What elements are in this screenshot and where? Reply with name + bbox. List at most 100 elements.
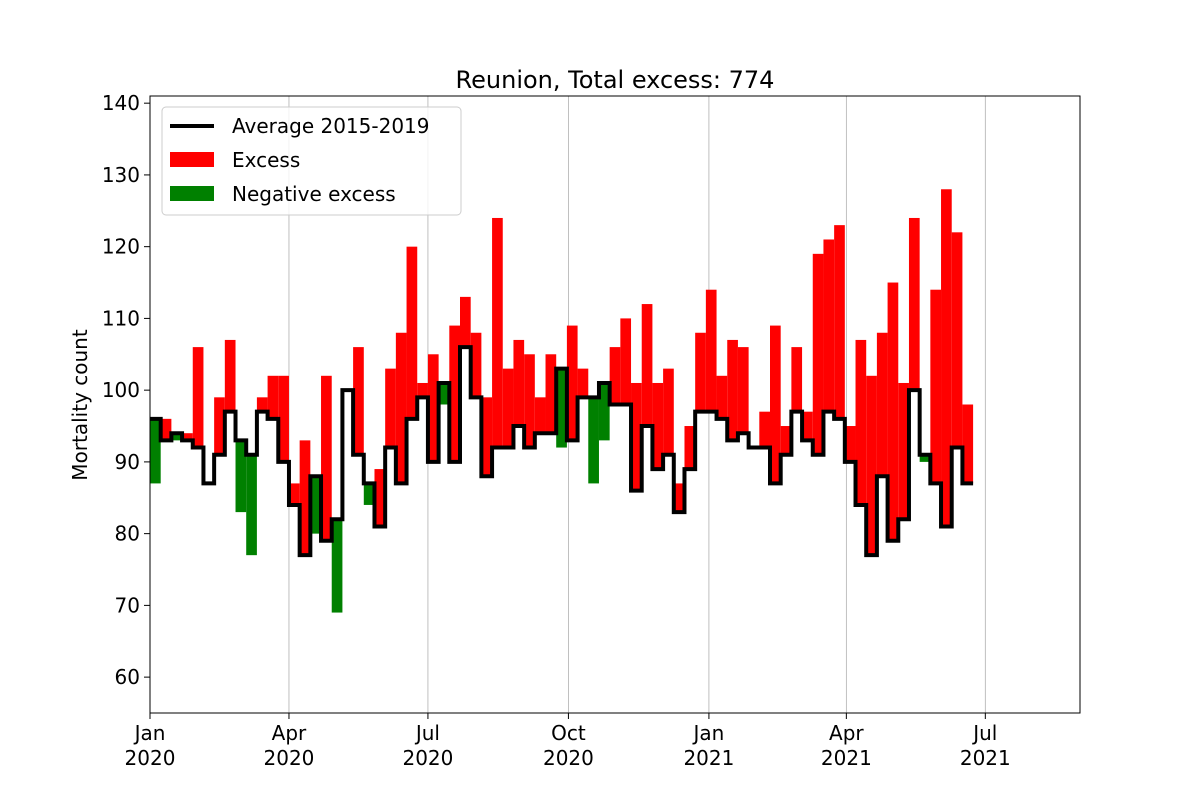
excess-bar [962, 404, 974, 484]
excess-bar [481, 397, 493, 477]
excess-bar [844, 426, 856, 462]
excess-bar [566, 325, 578, 441]
excess-bar [385, 368, 396, 448]
negative-excess-bar [331, 519, 343, 613]
excess-bar [780, 426, 792, 455]
negative-excess-bar [919, 454, 931, 462]
excess-bar [695, 332, 706, 412]
excess-bar [577, 368, 589, 398]
x-tick-label-year: 2020 [125, 746, 176, 770]
excess-bar [684, 426, 696, 470]
excess-bar [545, 354, 557, 434]
excess-bar [513, 339, 525, 427]
excess-bar [288, 483, 300, 505]
excess-bar [192, 347, 204, 448]
plot-frame [149, 95, 1081, 714]
y-tick-label: 140 [102, 91, 140, 115]
excess-bar [663, 368, 674, 455]
excess-bar [908, 217, 920, 391]
negative-excess-bar [171, 433, 183, 441]
excess-bar [887, 282, 899, 541]
excess-bar [406, 246, 418, 419]
excess-bar [951, 232, 963, 448]
excess-bar [823, 239, 835, 412]
chart-title: Reunion, Total excess: 774 [456, 66, 775, 94]
x-tick-label-month: Jan [691, 721, 724, 745]
negative-excess-bar [310, 476, 322, 534]
excess-bar [770, 325, 781, 484]
x-tick-label-month: Apr [829, 721, 864, 745]
legend-box [161, 106, 462, 216]
excess-bar [374, 469, 386, 527]
excess-bar [855, 339, 867, 505]
excess-bar [214, 397, 225, 455]
excess-bar [278, 375, 289, 462]
excess-bar [524, 354, 535, 448]
negative-excess-bar [556, 368, 567, 448]
excess-bar [353, 347, 364, 455]
excess-bar [620, 318, 632, 405]
excess-bar [705, 289, 717, 412]
legend-swatch-excess [170, 152, 214, 167]
excess-bar [256, 397, 268, 412]
excess-bar [759, 411, 770, 448]
excess-bar [427, 354, 439, 462]
excess-bar [802, 411, 813, 441]
excess-bar [470, 332, 482, 398]
x-tick-label-year: 2021 [683, 746, 734, 770]
negative-excess-bar [235, 440, 247, 513]
negative-excess-bar [438, 382, 450, 405]
excess-bar [460, 296, 471, 348]
negative-excess-bar [598, 382, 610, 441]
excess-bar [834, 225, 845, 419]
legend: Average 2015-2019 Excess Negative excess [161, 106, 462, 216]
negative-excess-bar [246, 454, 257, 556]
average-line [150, 345, 974, 558]
legend-label: Negative excess [232, 182, 396, 206]
excess-bar [631, 382, 642, 491]
average-line-group [150, 345, 974, 558]
y-axis-title: Mortality count [68, 329, 92, 481]
x-tick-label-year: 2020 [543, 746, 594, 770]
y-tick-label: 110 [102, 306, 140, 330]
y-tick-label: 130 [102, 163, 140, 187]
y-tick-label: 100 [102, 378, 140, 402]
legend-label: Excess [232, 148, 300, 172]
excess-bar [182, 433, 193, 441]
x-axis: Jan2020Apr2020Jul2020Oct2020Jan2021Apr20… [125, 713, 1011, 770]
excess-bar [299, 440, 311, 556]
x-tick-label-month: Apr [272, 721, 307, 745]
x-tick-label-year: 2020 [264, 746, 315, 770]
x-tick-label-year: 2021 [821, 746, 872, 770]
x-tick-label-year: 2021 [960, 746, 1011, 770]
y-tick-label: 70 [115, 593, 140, 617]
excess-bar [930, 289, 942, 484]
excess-bar [876, 332, 888, 477]
negative-excess-bar [150, 418, 161, 484]
excess-bar [321, 375, 332, 541]
excess-bar [898, 382, 909, 520]
y-tick-label: 90 [115, 450, 140, 474]
x-tick-label-month: Jan [133, 721, 166, 745]
excess-bar [673, 483, 685, 513]
excess-bar [502, 368, 514, 448]
excess-bar [160, 418, 172, 441]
excess-bar [941, 189, 952, 527]
y-tick-label: 80 [115, 522, 140, 546]
excess-bar [727, 339, 738, 441]
excess-bar [609, 347, 621, 405]
x-tick-label-month: Jul [414, 721, 440, 745]
excess-bar [866, 375, 877, 556]
excess-bar [267, 375, 279, 419]
x-tick-label-month: Oct [551, 721, 586, 745]
x-tick-label-year: 2020 [402, 746, 453, 770]
negative-excess-bar [363, 483, 375, 505]
excess-bar [716, 375, 728, 419]
excess-bar [492, 217, 503, 448]
legend-swatch-negative [170, 186, 214, 201]
excess-bar [395, 332, 407, 484]
excess-bar [652, 382, 664, 470]
excess-bars [150, 189, 974, 613]
y-tick-label: 120 [102, 235, 140, 259]
